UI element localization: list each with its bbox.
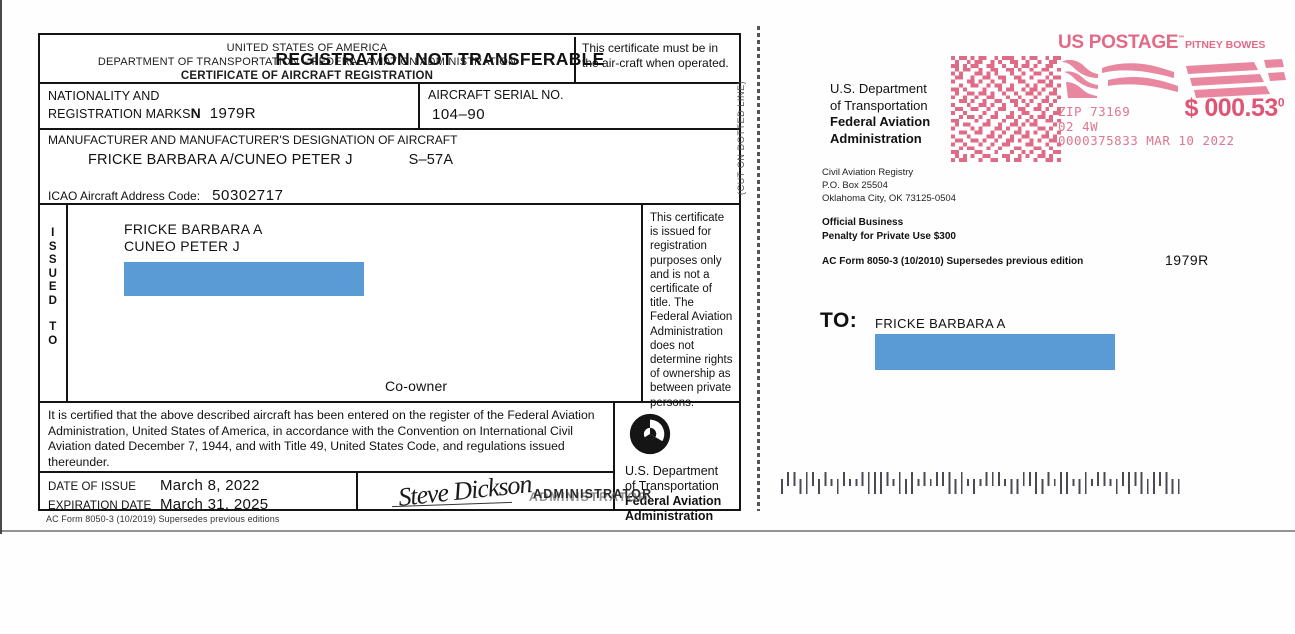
seal-line-4: Administration: [625, 509, 714, 523]
divider: [574, 37, 576, 82]
intelligent-mail-barcode: [778, 470, 1190, 496]
scan-edge-bottom: [0, 530, 1295, 532]
agency-line-department: DEPARTMENT OF TRANSPORTATION – FEDERAL A…: [97, 56, 517, 68]
owner-name-line-1: FRICKE BARBARA A: [124, 221, 263, 237]
postage-amount: $ 000.530: [1184, 94, 1284, 123]
aircraft-serial-cell: AIRCRAFT SERIAL NO. 104–90: [420, 84, 741, 128]
return-address-block: Civil Aviation Registry P.O. Box 25504 O…: [822, 166, 956, 205]
divider: [40, 203, 739, 205]
perforation-dotted-line: [757, 26, 761, 511]
title-disclaimer-note: This certificate is issued for registrat…: [650, 212, 733, 409]
agency-line-country: UNITED STATES OF AMERICA: [226, 42, 388, 54]
mailer-agency-line-2: of Transportation: [830, 97, 928, 113]
faa-agency-block: U.S. Department of Transportation Federa…: [830, 81, 930, 147]
mailer-agency-line-3: Federal Aviation: [830, 114, 931, 129]
postage-datamatrix-barcode: [950, 56, 1066, 162]
seal-line-1: U.S. Department: [625, 464, 719, 478]
penalty-notice: Penalty for Private Use $300: [822, 231, 956, 242]
issued-to-owner-block: FRICKE BARBARA A CUNEO PETER J: [68, 205, 641, 401]
manufacturer-name: FRICKE BARBARA A/CUNEO PETER J: [88, 152, 353, 168]
registration-number-value: 1979R: [209, 105, 256, 122]
return-address-line-3: Oklahoma City, OK 73125-0504: [822, 193, 956, 204]
official-business-block: Official Business Penalty for Private Us…: [822, 216, 956, 244]
expiration-date-value: March 31, 2025: [160, 496, 269, 513]
date-of-issue-value: March 8, 2022: [160, 477, 260, 494]
manufacturer-designation-cell: MANUFACTURER AND MANUFACTURER'S DESIGNAT…: [40, 130, 741, 203]
seal-line-3: Federal Aviation: [625, 494, 722, 508]
postage-meter-line: 02 4W: [1058, 118, 1099, 134]
postage-amount-value: $ 000.53: [1184, 94, 1278, 122]
us-postage-label: US POSTAGE: [1058, 32, 1179, 53]
pitney-bowes-brand: PITNEY BOWES: [1185, 39, 1266, 51]
addressee-to-label: TO:: [820, 309, 858, 332]
administrator-title: ADMINISTRATOR: [533, 487, 653, 501]
n-prefix: N: [190, 105, 201, 121]
divider: [66, 205, 68, 401]
cut-on-dotted-line-label: (CUT ON DOTTED LINE): [736, 80, 746, 195]
owner-name-line-2: CUNEO PETER J: [124, 238, 240, 254]
agency-line-certificate: CERTIFICATE OF AIRCRAFT REGISTRATION: [180, 70, 434, 82]
mailer-ac-form-label: AC Form 8050-3 (10/2010) Supersedes prev…: [822, 256, 1084, 267]
seal-line-2: of Transportation: [625, 479, 719, 493]
divider: [40, 401, 739, 403]
expiration-date-label: EXPIRATION DATE: [48, 500, 152, 512]
redaction-bar-addressee-address: [875, 334, 1115, 370]
co-owner-label: Co-owner: [385, 378, 448, 394]
official-business-label: Official Business: [822, 217, 904, 228]
date-of-issue-row: DATE OF ISSUE March 8, 2022: [48, 477, 356, 496]
registration-marks-label: REGISTRATION MARKS: [48, 107, 191, 121]
certification-statement: It is certified that the above described…: [48, 408, 595, 469]
aircraft-serial-value: 104–90: [432, 106, 486, 123]
manufacturer-label: MANUFACTURER AND MANUFACTURER'S DESIGNAT…: [48, 133, 458, 147]
administrator-signature: Steve Dickson: [396, 469, 533, 512]
certificate-title: REGISTRATION NOT TRANSFERABLE: [275, 49, 605, 69]
expiration-date-row: EXPIRATION DATE March 31, 2025: [48, 496, 356, 515]
date-of-issue-label: DATE OF ISSUE: [48, 481, 136, 493]
dot-triskelion-icon: [629, 413, 741, 460]
return-address-line-2: P.O. Box 25504: [822, 180, 888, 191]
postage-zip-line: ZIP 73169: [1058, 104, 1131, 119]
postage-amount-superscript: 0: [1277, 95, 1285, 110]
aircraft-registration-certificate: REGISTRATION NOT TRANSFERABLE UNITED STA…: [38, 33, 741, 523]
divider: [40, 82, 739, 84]
mailer-agency-line-1: U.S. Department: [830, 81, 927, 96]
icao-address-code-row: ICAO Aircraft Address Code: 50302717: [48, 187, 284, 204]
icao-label: ICAO Aircraft Address Code:: [48, 189, 201, 203]
mailer-agency-line-4: Administration: [830, 130, 922, 146]
divider: [40, 128, 739, 130]
divider: [641, 205, 643, 401]
divider: [356, 473, 358, 511]
certificate-form-footer: AC Form 8050-3 (10/2019) Supersedes prev…: [46, 514, 280, 524]
certificate-agency-header: UNITED STATES OF AMERICA DEPARTMENT OF T…: [40, 37, 574, 82]
postage-serial-date-line: 0000375833 MAR 10 2022: [1058, 133, 1235, 148]
redaction-bar-owner-address: [124, 262, 364, 296]
dates-cell: DATE OF ISSUE March 8, 2022 EXPIRATION D…: [40, 473, 356, 513]
mailing-label: U.S. Department of Transportation Federa…: [770, 26, 1290, 511]
nationality-label-line2: REGISTRATION MARKSN 1979R: [48, 105, 410, 123]
divider: [418, 84, 420, 128]
dot-seal-text: U.S. Department of Transportation Federa…: [615, 460, 741, 524]
dot-seal-block: U.S. Department of Transportation Federa…: [615, 403, 741, 523]
mailer-n-number: 1979R: [1165, 252, 1209, 268]
manufacturer-value-row: FRICKE BARBARA A/CUNEO PETER J S–57A: [48, 147, 733, 168]
aircraft-designation: S–57A: [408, 152, 454, 168]
addressee-name: FRICKE BARBARA A: [875, 316, 1006, 331]
postage-meter-indicium: US POSTAGE℠PITNEY BOWES: [1058, 32, 1290, 157]
usps-eagle-icon: [1058, 56, 1290, 103]
divider: [613, 403, 615, 511]
service-mark-symbol: ℠: [1178, 35, 1186, 43]
aircraft-serial-label: AIRCRAFT SERIAL NO.: [428, 88, 564, 102]
postage-meter-data: ZIP 73169 02 4W 0000375833 MAR 10 2022: [1058, 104, 1290, 149]
in-aircraft-note: This certificate must be in the air-craf…: [582, 41, 729, 70]
nationality-registration-marks-cell: NATIONALITY AND REGISTRATION MARKSN 1979R: [40, 84, 418, 128]
divider: [40, 471, 613, 473]
signature-cell: Steve Dickson ADMINISTRATOR ADMINISTRATO…: [358, 469, 741, 512]
scan-edge-left: [0, 0, 2, 534]
icao-value: 50302717: [212, 187, 284, 204]
postage-title-row: US POSTAGE℠PITNEY BOWES: [1058, 32, 1290, 54]
nationality-label-line1: NATIONALITY AND: [48, 89, 160, 103]
return-address-line-1: Civil Aviation Registry: [822, 167, 914, 178]
